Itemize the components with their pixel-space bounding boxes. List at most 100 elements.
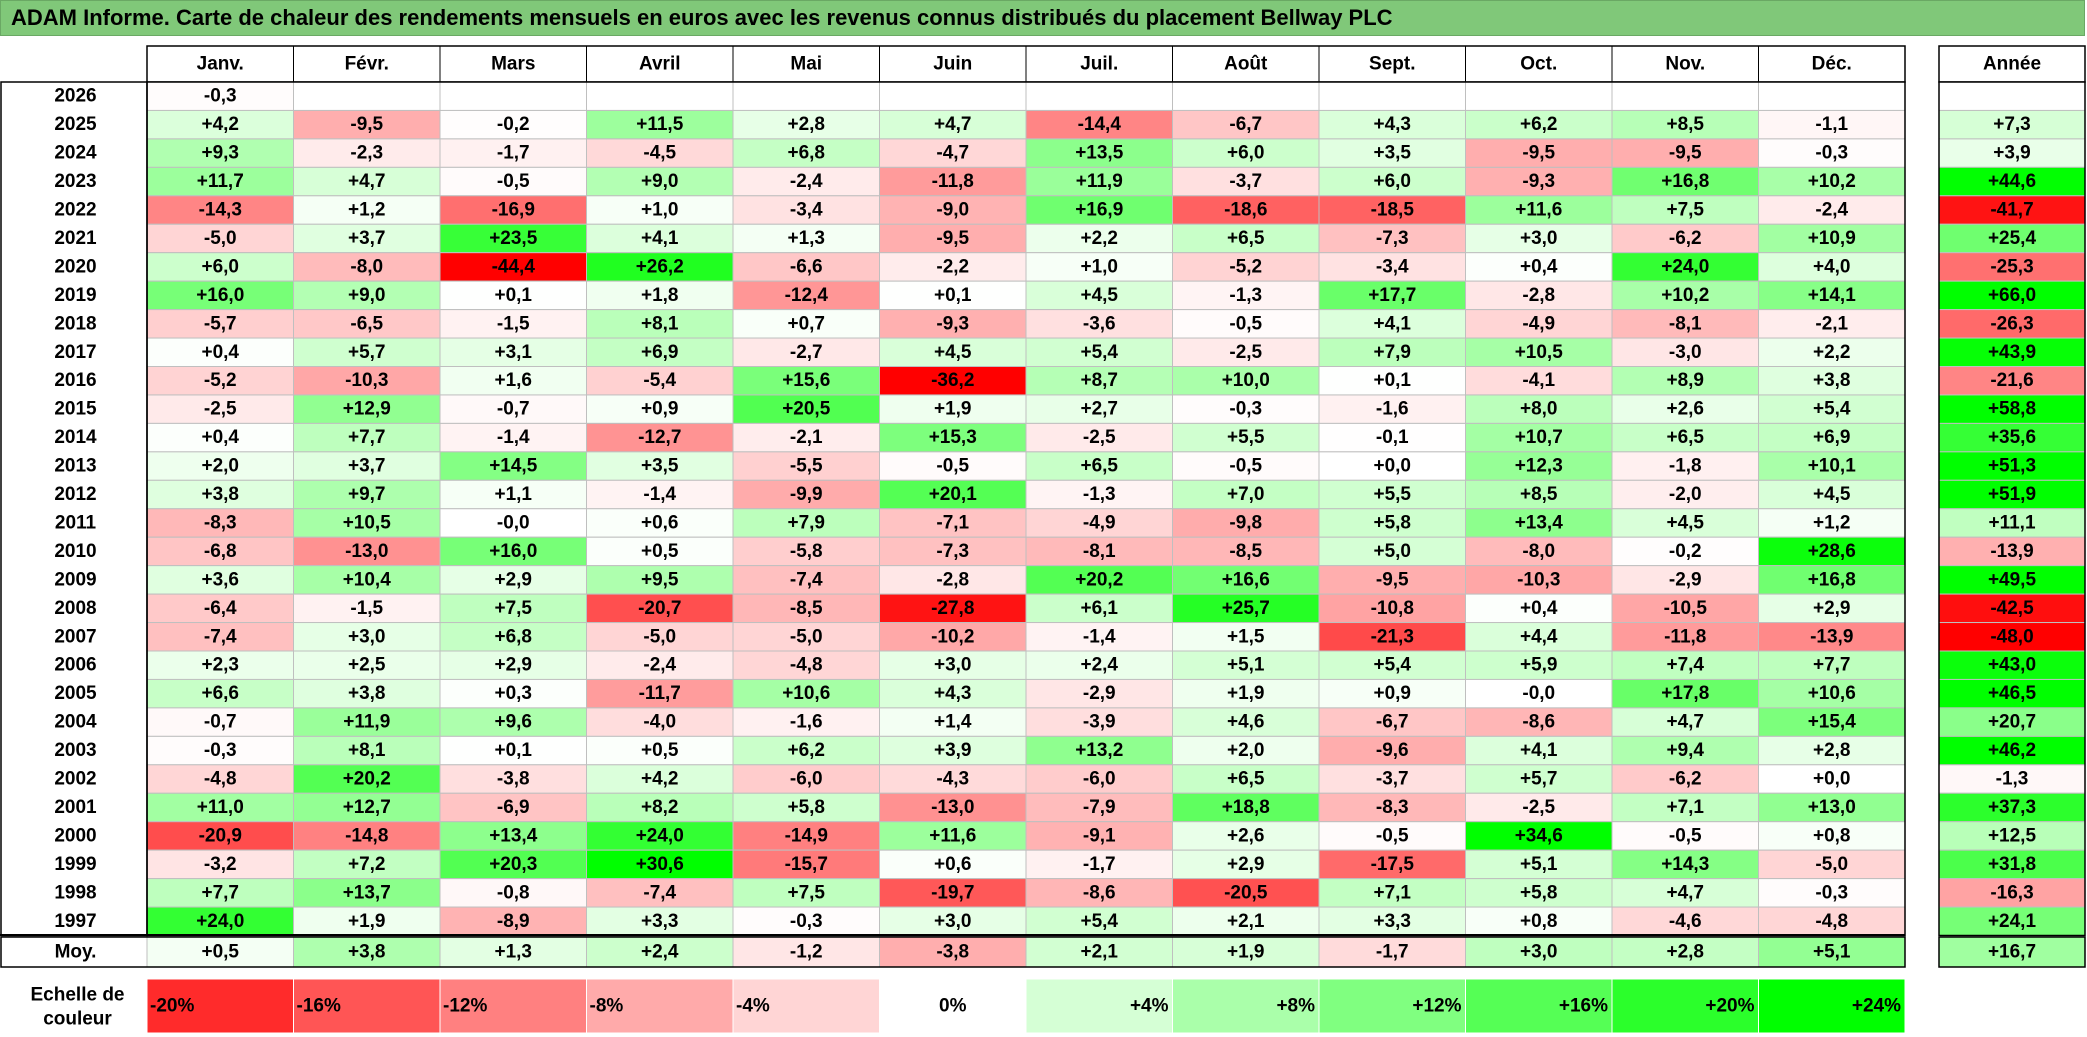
heat-cell-value: -20,5 <box>1224 882 1268 903</box>
heat-cell-value: -5,2 <box>204 370 237 391</box>
heat-cell-value: +16,9 <box>1075 200 1123 221</box>
heat-cell-value: +6,5 <box>1227 228 1265 249</box>
heat-cell-value: -1,7 <box>1083 854 1116 875</box>
heat-cell-value: -11,7 <box>639 683 681 704</box>
scale-label: +16% <box>1559 996 1608 1017</box>
annual-cell-value: +46,2 <box>1988 740 2036 761</box>
heat-cell-value: +1,5 <box>1227 626 1265 647</box>
heat-cell <box>293 508 441 538</box>
heat-cell <box>1172 878 1320 908</box>
heat-cell-value: -3,7 <box>1376 769 1409 790</box>
heat-cell <box>1025 593 1173 624</box>
heat-cell-value: +7,0 <box>1227 484 1265 505</box>
annual-cell <box>1938 366 2086 396</box>
heat-cell-value: +5,0 <box>1373 541 1411 562</box>
heat-cell <box>1611 195 1759 225</box>
annual-cell-value: -21,6 <box>1990 370 2033 391</box>
heat-cell-value: -2,7 <box>790 342 823 363</box>
heat-cell <box>879 906 1027 936</box>
scale-label: +24% <box>1852 996 1901 1017</box>
heat-cell-value: +8,2 <box>641 797 679 818</box>
heat-cell-value: -7,9 <box>1083 797 1116 818</box>
heat-cell-value: +4,5 <box>1666 512 1704 533</box>
heat-cell-value: +0,4 <box>1520 598 1558 619</box>
heat-cell-value: +5,7 <box>348 342 386 363</box>
heat-cell <box>293 707 441 737</box>
year-label-2022: 2022 <box>54 200 96 221</box>
average-cell-value: +3,0 <box>1520 942 1558 963</box>
heat-cell <box>1025 536 1173 567</box>
year-label-2010: 2010 <box>54 541 96 562</box>
heat-cell-value: -6,7 <box>1229 114 1262 135</box>
heat-cell <box>879 337 1027 367</box>
heat-cell-value: +12,7 <box>343 797 391 818</box>
heat-cell <box>1611 878 1759 908</box>
heat-cell-value: +4,5 <box>934 342 972 363</box>
month-header-11: Nov. <box>1665 54 1705 75</box>
heat-cell <box>439 422 587 453</box>
heat-cell-value: +15,6 <box>782 370 830 391</box>
heat-cell-value: -2,5 <box>204 399 237 420</box>
heat-cell-value: +8,0 <box>1520 399 1558 420</box>
heat-cell-value: -20,7 <box>638 598 681 619</box>
heat-cell-value: +1,4 <box>934 712 972 733</box>
heat-cell <box>1025 792 1173 823</box>
heat-cell <box>1025 622 1173 652</box>
average-cell-value: +2,4 <box>641 942 679 963</box>
heat-cell <box>1318 735 1466 766</box>
year-label-2021: 2021 <box>54 228 97 249</box>
heat-cell <box>1465 622 1613 652</box>
heat-cell-value: +11,6 <box>1515 200 1562 221</box>
heat-cell-value: +8,9 <box>1666 370 1704 391</box>
heat-cell-value: +2,8 <box>1813 740 1851 761</box>
heat-cell <box>1318 536 1466 567</box>
heat-cell-value: -14,9 <box>785 825 828 846</box>
heat-cell <box>1758 764 1906 794</box>
heat-cell <box>1318 878 1466 908</box>
heat-cell-value: +10,5 <box>343 512 392 533</box>
heat-cell <box>1318 422 1466 453</box>
heat-cell-value: +4,7 <box>1666 882 1704 903</box>
year-label-1997: 1997 <box>54 911 96 932</box>
year-label-2003: 2003 <box>54 740 96 761</box>
heat-cell-value: +7,5 <box>787 882 825 903</box>
year-label-2020: 2020 <box>54 256 96 277</box>
heat-cell-value: +5,8 <box>1373 512 1411 533</box>
heat-cell-value: +10,1 <box>1808 456 1857 477</box>
heat-cell-value: +13,4 <box>489 825 538 846</box>
heat-cell-value: +2,4 <box>1080 655 1118 676</box>
heat-cell <box>1465 138 1613 168</box>
heat-cell-value: +16,0 <box>196 285 244 306</box>
heat-cell-value: -5,0 <box>1815 854 1848 875</box>
heat-cell-value: -6,6 <box>790 256 823 277</box>
heat-cell <box>1611 166 1759 197</box>
heat-cell-value: +30,6 <box>636 854 684 875</box>
heat-cell <box>1758 536 1906 567</box>
heat-cell <box>1465 252 1613 282</box>
heat-cell <box>879 508 1027 538</box>
heat-cell <box>732 394 880 424</box>
heat-cell-value: -9,9 <box>790 484 823 505</box>
heat-cell-value: -3,4 <box>790 200 823 221</box>
heat-cell-value: +5,7 <box>1520 769 1558 790</box>
heat-cell-value: -6,8 <box>204 541 237 562</box>
heat-cell-value: -1,6 <box>790 712 823 733</box>
year-label-1998: 1998 <box>54 882 96 903</box>
heat-cell-value: +6,0 <box>201 256 239 277</box>
heat-cell-value: +10,2 <box>1661 285 1709 306</box>
heat-cell <box>1611 735 1759 766</box>
heat-cell <box>1758 451 1906 481</box>
heat-cell-value: +3,1 <box>494 342 532 363</box>
heat-cell <box>1172 792 1320 823</box>
heat-cell-value: +15,4 <box>1808 712 1857 733</box>
heat-cell <box>293 81 441 111</box>
scale-swatch <box>1318 978 1466 1034</box>
scale-swatch <box>439 978 587 1034</box>
heat-cell <box>879 849 1027 880</box>
heat-cell <box>1611 422 1759 453</box>
heat-cell-value: +3,7 <box>348 456 386 477</box>
average-cell <box>1025 936 1173 968</box>
average-cell-value: +3,8 <box>348 942 386 963</box>
heat-cell <box>1465 366 1613 396</box>
heat-cell <box>1465 223 1613 254</box>
